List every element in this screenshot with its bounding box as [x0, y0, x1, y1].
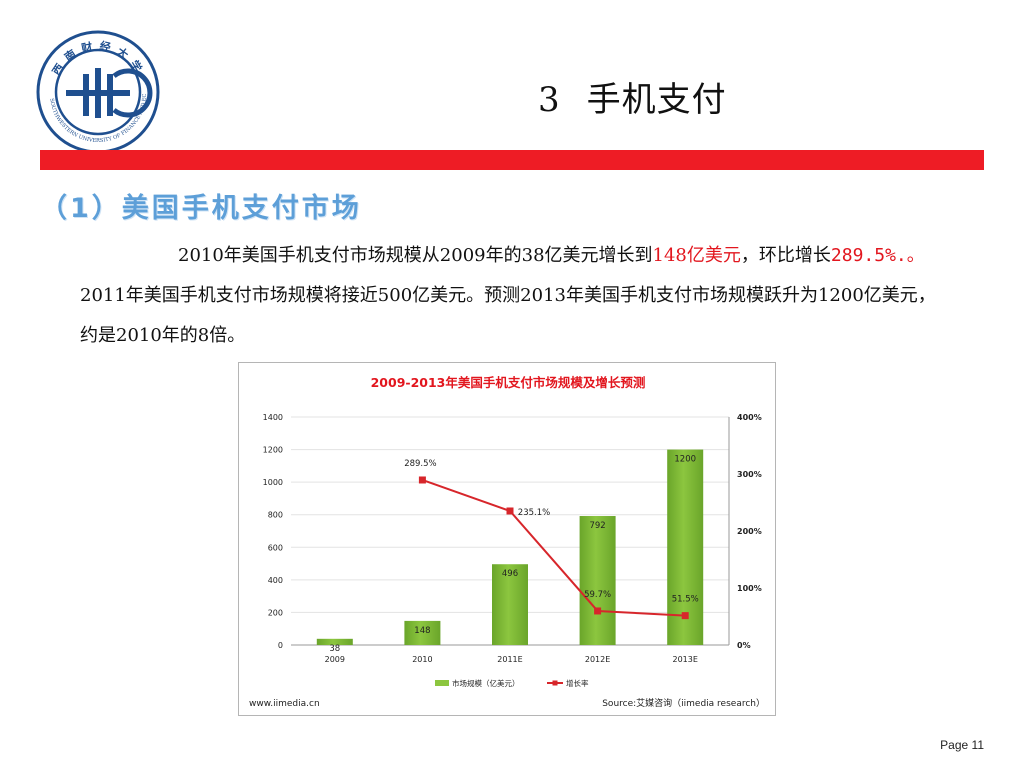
body-text-2: ，环比增长 — [740, 245, 831, 266]
growth-rate-point — [681, 612, 689, 620]
y-right-tick-label: 400% — [737, 413, 762, 422]
university-logo: 西南财经大学 SOUTHWESTERN UNIVERSITY OF FINANC… — [36, 30, 160, 154]
slide-title-number: 3 — [538, 80, 561, 120]
bar-label-2010: 148 — [414, 626, 430, 636]
y-left-tick-label: 800 — [268, 511, 283, 520]
body-text-3: 2011年美国手机支付市场规模将接近500亿美元。预测2013年美国手机支付市场… — [80, 285, 936, 346]
section-heading: （1）美国手机支付市场 — [40, 193, 362, 224]
growth-rate-label: 235.1% — [518, 508, 550, 518]
chart-footer-right: Source:艾媒咨询（iimedia research） — [602, 699, 765, 709]
y-left-tick-label: 0 — [278, 641, 283, 650]
y-right-tick-label: 100% — [737, 584, 762, 593]
growth-rate-label: 289.5% — [404, 459, 436, 469]
y-left-tick-label: 1200 — [263, 446, 283, 455]
header-divider-bar — [40, 150, 984, 170]
bar-2011E — [492, 564, 528, 645]
body-paragraph: 2010年美国手机支付市场规模从2009年的38亿美元增长到148亿美元，环比增… — [80, 236, 950, 356]
y-left-tick-label: 1400 — [263, 413, 283, 422]
y-left-tick-label: 400 — [268, 576, 283, 585]
y-left-tick-label: 1000 — [263, 478, 283, 487]
body-highlight-2: 289.5%.。 — [830, 245, 925, 266]
page-number: Page 11 — [940, 738, 984, 752]
x-tick-label: 2011E — [497, 655, 522, 664]
chart-frame: 2009-2013年美国手机支付市场规模及增长预测 0 200 400 600 800 10… — [238, 362, 776, 716]
bar-2010 — [404, 620, 441, 645]
bar-label-2013E: 1200 — [674, 455, 696, 465]
slide-title: 3 手机支付 — [538, 72, 727, 121]
body-highlight-1: 148亿美元 — [652, 245, 741, 266]
legend-swatch-line-marker — [552, 680, 558, 686]
bar-2012E — [579, 516, 616, 645]
chart-svg: 2009-2013年美国手机支付市场规模及增长预测 0 200 400 600 800 10… — [263, 375, 762, 688]
growth-rate-point — [418, 476, 426, 484]
legend-label-bar: 市场规模（亿美元） — [452, 678, 520, 688]
body-text-1: 2010年美国手机支付市场规模从2009年的38亿美元增长到 — [178, 245, 653, 266]
x-tick-label: 2013E — [672, 655, 697, 664]
y-right-tick-label: 0% — [737, 641, 751, 650]
growth-rate-label: 51.5% — [672, 595, 699, 605]
chart-title: 2009-2013年美国手机支付市场规模及增长预测 — [371, 375, 646, 390]
y-right-tick-label: 300% — [737, 470, 762, 479]
bar-label-2012E: 792 — [589, 521, 605, 531]
bar-label-2011E: 496 — [502, 569, 518, 579]
bar-2009 — [316, 638, 353, 645]
bar-label-2009: 38 — [329, 644, 340, 654]
growth-rate-point — [594, 607, 602, 615]
legend-label-line: 增长率 — [566, 678, 589, 688]
y-left-tick-label: 600 — [268, 543, 283, 552]
x-tick-label: 2009 — [325, 655, 345, 664]
legend-swatch-bar — [435, 680, 449, 686]
x-tick-label: 2010 — [412, 655, 432, 664]
x-tick-label: 2012E — [585, 655, 610, 664]
growth-rate-line — [422, 479, 686, 617]
growth-rate-point — [506, 507, 514, 515]
slide-title-text: 手机支付 — [586, 80, 727, 120]
growth-rate-label: 59.7% — [584, 590, 611, 600]
chart-footer-left: www.iimedia.cn — [249, 699, 320, 709]
y-right-tick-label: 200% — [737, 527, 762, 536]
y-left-tick-label: 200 — [268, 608, 283, 617]
